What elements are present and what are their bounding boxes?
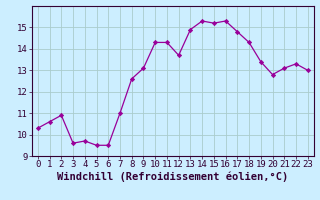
X-axis label: Windchill (Refroidissement éolien,°C): Windchill (Refroidissement éolien,°C) xyxy=(57,172,288,182)
